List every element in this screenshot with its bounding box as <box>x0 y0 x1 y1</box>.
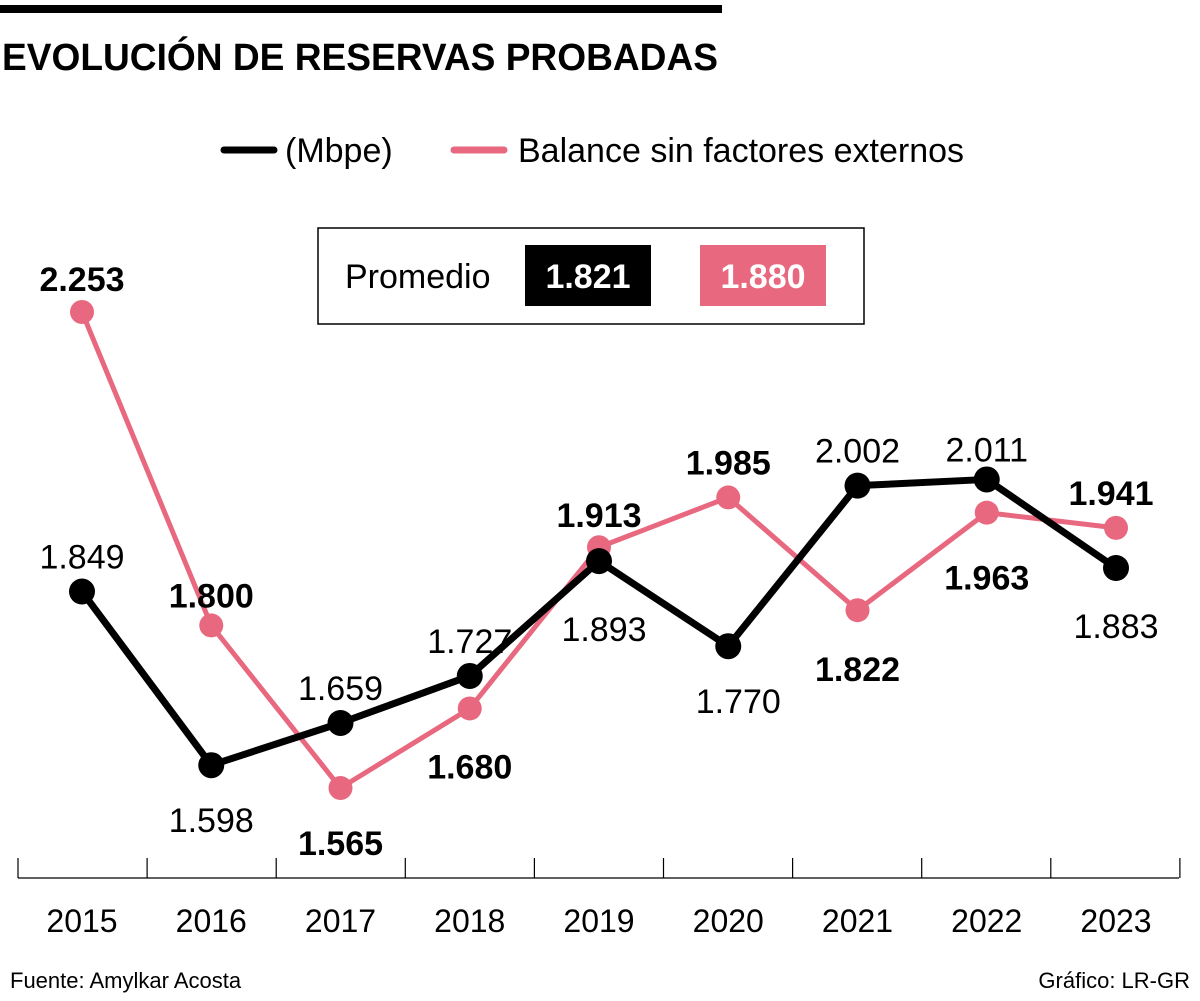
legend-label-balance: Balance sin factores externos <box>518 132 964 170</box>
data-label: 1.913 <box>556 497 641 535</box>
data-labels: 1.849 1.598 1.659 1.727 1.893 1.770 2.002 2.011… <box>39 261 1158 863</box>
data-label: 1.985 <box>686 444 771 482</box>
data-label: 1.727 <box>427 623 512 661</box>
legend-label-mbpe: (Mbpe) <box>285 132 393 170</box>
data-label: 1.800 <box>169 577 254 615</box>
x-tick-label: 2020 <box>693 903 764 939</box>
series-layer <box>69 300 1129 801</box>
data-label: 2.002 <box>815 433 900 471</box>
average-pink-badge <box>700 245 826 306</box>
data-label: 2.011 <box>945 431 1028 469</box>
data-point <box>845 598 870 623</box>
average-box: Promedio 1.821 1.880 <box>317 227 865 325</box>
data-point <box>974 500 999 525</box>
data-label: 1.822 <box>815 651 900 689</box>
data-label: 1.963 <box>944 560 1029 598</box>
data-label: 1.680 <box>427 748 512 786</box>
data-point <box>586 548 612 575</box>
data-point <box>715 633 742 660</box>
data-point <box>198 752 225 779</box>
average-pink-value: 1.880 <box>720 258 805 296</box>
x-tick-label: 2019 <box>563 903 634 939</box>
x-tick-label: 2023 <box>1080 903 1151 939</box>
data-point <box>1104 515 1128 540</box>
data-label: 1.893 <box>561 611 646 649</box>
x-tick-label: 2022 <box>951 903 1022 939</box>
x-tick-label: 2016 <box>176 903 247 939</box>
x-tick-label: 2015 <box>46 903 117 939</box>
footer-credit: Gráfico: LR-GR <box>1038 968 1190 993</box>
data-point <box>327 709 354 736</box>
data-label: 1.883 <box>1073 608 1158 646</box>
data-label: 1.849 <box>39 539 124 577</box>
data-point <box>328 776 353 801</box>
data-point <box>69 578 95 605</box>
data-label: 1.941 <box>1068 475 1153 513</box>
legend: (Mbpe) Balance sin factores externos <box>220 132 964 170</box>
average-label: Promedio <box>345 258 491 296</box>
data-point <box>1103 555 1129 582</box>
data-label: 1.659 <box>298 670 383 708</box>
data-point <box>199 613 224 638</box>
data-label: 1.565 <box>298 825 383 863</box>
x-tick-label: 2018 <box>434 903 505 939</box>
data-point <box>716 485 741 510</box>
x-tick-label: 2017 <box>305 903 376 939</box>
data-point <box>456 662 483 689</box>
title-rule <box>0 5 722 13</box>
data-label: 1.598 <box>169 802 254 840</box>
chart-title: EVOLUCIÓN DE RESERVAS PROBADAS <box>2 35 718 79</box>
average-black-value: 1.821 <box>545 258 630 296</box>
data-point <box>844 472 871 499</box>
average-black-badge <box>525 245 651 306</box>
data-label: 2.253 <box>39 261 124 299</box>
x-tick-label: 2021 <box>822 903 893 939</box>
data-point <box>973 466 1000 493</box>
data-point <box>70 300 94 324</box>
x-axis: 2015 2016 2017 2018 2019 2020 2021 2022 2023 <box>17 858 1181 939</box>
data-label: 1.770 <box>696 683 781 721</box>
data-point <box>457 696 482 721</box>
footer-source: Fuente: Amylkar Acosta <box>10 968 242 993</box>
